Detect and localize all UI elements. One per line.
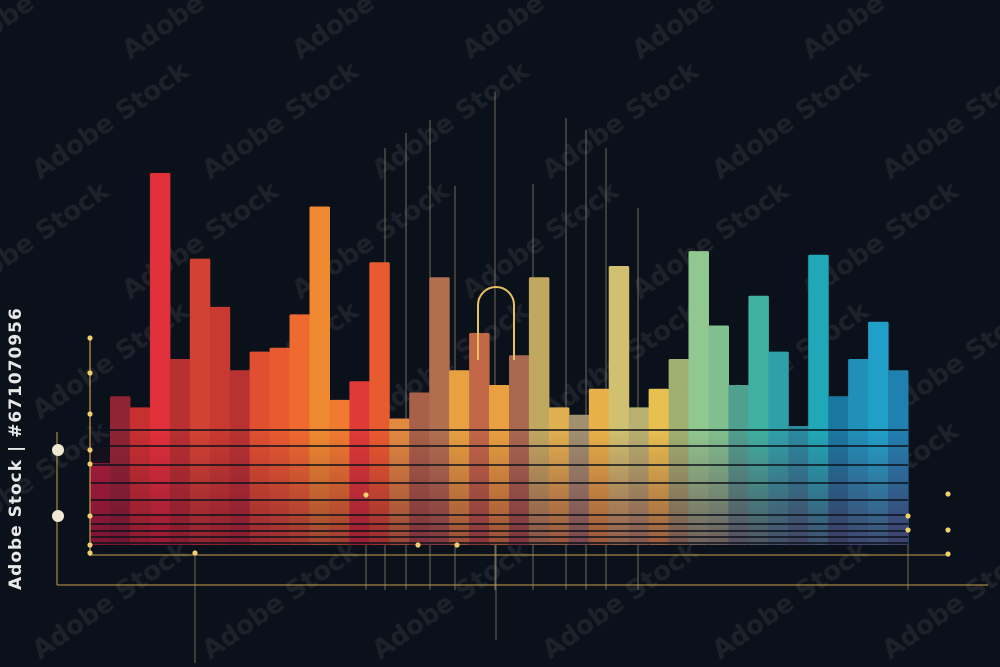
axis-dot	[192, 550, 198, 556]
watermark-text: Adobe Stock	[287, 0, 455, 66]
watermark-text: Adobe Stock	[627, 0, 795, 66]
axis-dot	[905, 527, 911, 533]
watermark-text: Adobe Stock	[797, 0, 965, 66]
bar-fade-overlay	[90, 430, 908, 545]
axis-dot	[87, 335, 93, 341]
watermark-text: Adobe Stock	[627, 175, 795, 305]
watermark-text: Adobe Stock	[707, 55, 875, 185]
watermark-text: Adobe Stock	[367, 55, 535, 185]
watermark-text: Adobe Stock	[0, 175, 115, 305]
watermark-text: Adobe Stock	[117, 0, 285, 66]
watermark-side-text: Adobe Stock | #671070956	[6, 307, 26, 590]
watermark-text: Adobe Stock	[877, 55, 1000, 185]
axis-dot	[905, 513, 911, 519]
horizontal-lines	[90, 429, 908, 544]
watermark-text: Adobe Stock	[0, 0, 115, 66]
axis-dots	[87, 335, 951, 557]
axis-dot	[87, 461, 93, 467]
axis-dot	[415, 542, 421, 548]
axis-dot	[945, 551, 951, 557]
watermark-text: Adobe Stock	[197, 55, 365, 185]
axis-marker-icon	[52, 510, 64, 522]
axis-dot	[87, 542, 93, 548]
axis-dot	[945, 491, 951, 497]
watermark-text: Adobe Stock	[457, 0, 625, 66]
arch-decoration	[477, 286, 515, 360]
axis-dot	[945, 527, 951, 533]
axis-dot	[87, 550, 93, 556]
watermark-text: Adobe Stock	[27, 55, 195, 185]
axes	[52, 286, 988, 586]
axis-dot	[454, 542, 460, 548]
axis-dot	[87, 411, 93, 417]
axis-dot	[87, 370, 93, 376]
axis-dot	[87, 447, 93, 453]
watermark-text: Adobe Stock	[537, 55, 705, 185]
axis-dot	[87, 513, 93, 519]
axis-marker-icon	[52, 444, 64, 456]
axis-dot	[363, 492, 369, 498]
